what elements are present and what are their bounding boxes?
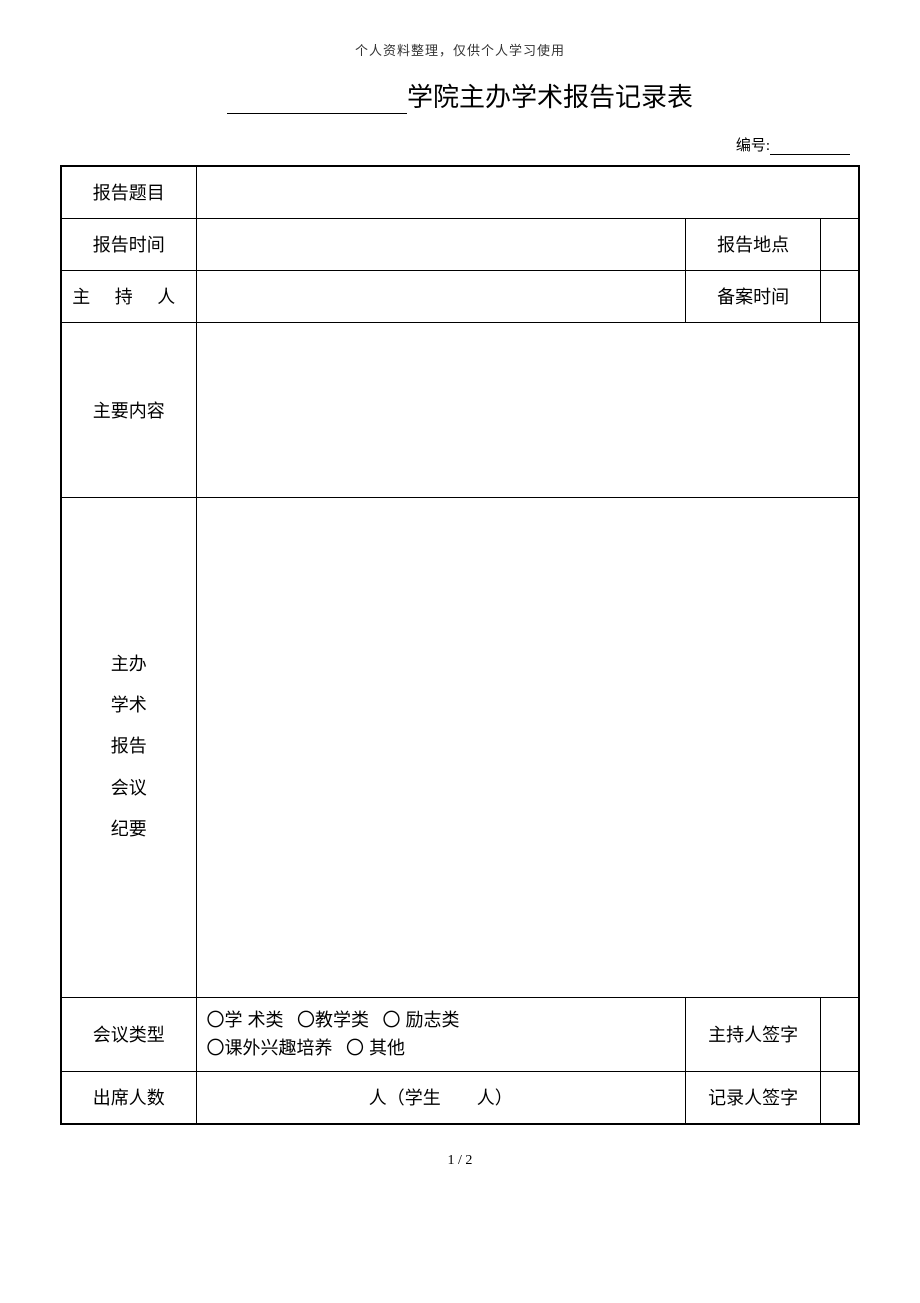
page-title: 学院主办学术报告记录表 [60, 77, 860, 114]
field-minutes [196, 497, 859, 997]
label-minutes-l1: 主办 [111, 644, 147, 685]
field-report-title [196, 166, 859, 218]
meeting-type-opt-academic: 〇学 术类 [207, 1010, 284, 1030]
label-report-title: 报告题目 [61, 166, 196, 218]
title-blank-fill [227, 85, 407, 114]
label-minutes-l3: 报告 [111, 726, 147, 767]
label-minutes-l4: 会议 [111, 768, 147, 809]
field-attendance: 人（学生 人） [196, 1072, 686, 1124]
record-form-table: 报告题目 报告时间 报告地点 主 持 人 备案时间 主要内容 主办 学术 报告 … [60, 165, 860, 1125]
field-meeting-type: 〇学 术类 〇教学类 〇 励志类 〇课外兴趣培养 〇 其他 [196, 997, 686, 1072]
field-recorder-sign [821, 1072, 859, 1124]
header-note: 个人资料整理，仅供个人学习使用 [60, 40, 860, 59]
label-minutes: 主办 学术 报告 会议 纪要 [61, 497, 196, 997]
label-meeting-type: 会议类型 [61, 997, 196, 1072]
field-host [196, 270, 686, 322]
serial-label: 编号: [736, 138, 770, 154]
label-report-time: 报告时间 [61, 218, 196, 270]
label-main-content: 主要内容 [61, 322, 196, 497]
meeting-type-opt-other: 〇 其他 [346, 1038, 405, 1058]
title-suffix: 学院主办学术报告记录表 [407, 83, 693, 112]
field-main-content [196, 322, 859, 497]
page-footer: 1 / 2 [60, 1153, 860, 1169]
label-recorder-sign: 记录人签字 [686, 1072, 821, 1124]
serial-row: 编号: [60, 134, 860, 155]
label-host: 主 持 人 [61, 270, 196, 322]
label-attendance: 出席人数 [61, 1072, 196, 1124]
field-report-time [196, 218, 686, 270]
field-report-location [821, 218, 859, 270]
field-filing-time [821, 270, 859, 322]
label-minutes-l5: 纪要 [111, 809, 147, 850]
label-minutes-l2: 学术 [111, 685, 147, 726]
attendance-unit2: 人） [477, 1088, 513, 1108]
label-report-location: 报告地点 [686, 218, 821, 270]
meeting-type-opt-extracurricular: 〇课外兴趣培养 [207, 1038, 333, 1058]
serial-blank-fill [770, 140, 850, 155]
meeting-type-opt-inspirational: 〇 励志类 [383, 1010, 460, 1030]
attendance-unit1: 人（学生 [369, 1088, 441, 1108]
label-host-sign: 主持人签字 [686, 997, 821, 1072]
field-host-sign [821, 997, 859, 1072]
meeting-type-opt-teaching: 〇教学类 [297, 1010, 369, 1030]
label-filing-time: 备案时间 [686, 270, 821, 322]
